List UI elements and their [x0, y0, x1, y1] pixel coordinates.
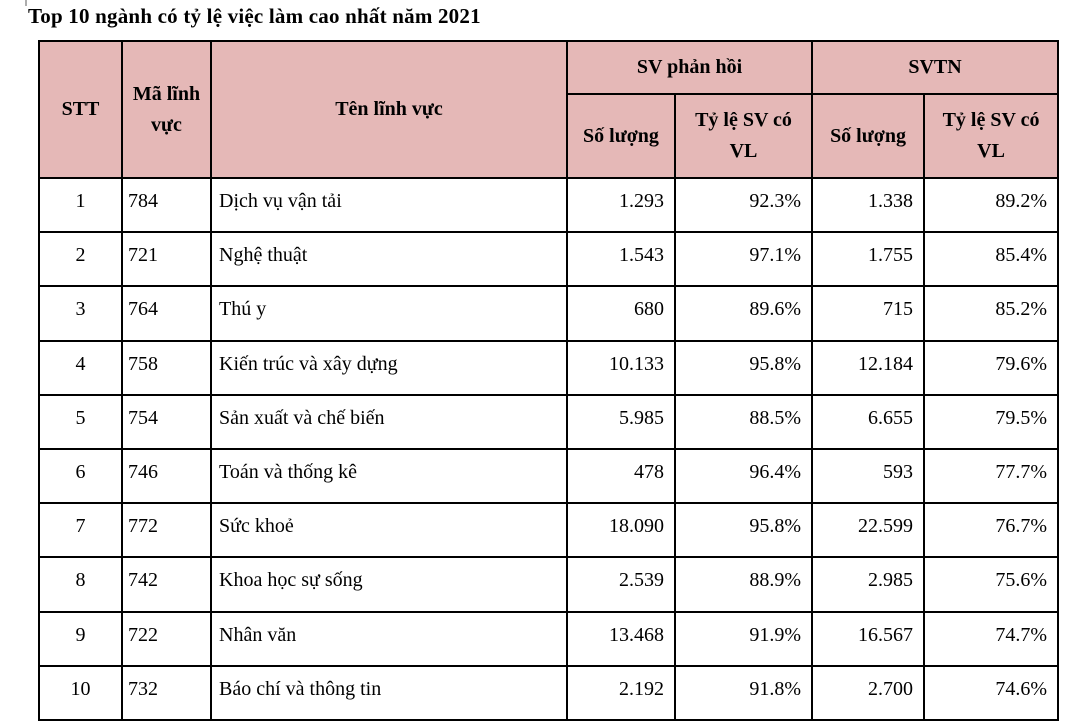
cell-ph-so-luong: 478: [566, 447, 676, 505]
header-ph-ty-le: Tỷ lệ SV có VL: [673, 93, 814, 179]
cell-ph-so-luong: 2.539: [566, 556, 676, 613]
header-ma-linh-vuc: Mã lĩnh vực: [121, 40, 212, 179]
cell-ten-linh-vuc: Nghệ thuật: [210, 231, 568, 288]
cell-ma-linh-vuc: 764: [121, 285, 212, 342]
cell-stt: 3: [38, 285, 123, 342]
cell-ph-so-luong: 13.468: [566, 610, 676, 667]
header-ph-so-luong: Số lượng: [566, 93, 676, 179]
header-svtn: SVTN: [811, 40, 1060, 95]
cell-ma-linh-vuc: 746: [121, 447, 212, 505]
cell-stt: 1: [38, 176, 123, 234]
table-body: 1 784 Dịch vụ vận tải 1.293 92.3% 1.338 …: [38, 176, 1060, 722]
cell-ph-ty-le: 89.6%: [673, 285, 814, 342]
table-row: 6 746 Toán và thống kê 478 96.4% 593 77.…: [38, 447, 1060, 505]
cell-ten-linh-vuc: Thú y: [210, 285, 568, 342]
cell-ten-linh-vuc: Báo chí và thông tin: [210, 664, 568, 722]
cell-tn-so-luong: 12.184: [811, 339, 926, 396]
cell-ph-ty-le: 96.4%: [673, 447, 814, 505]
cell-tn-so-luong: 1.338: [811, 176, 926, 234]
cell-ph-so-luong: 10.133: [566, 339, 676, 396]
cell-tn-ty-le: 89.2%: [923, 176, 1060, 234]
cell-ma-linh-vuc: 758: [121, 339, 212, 396]
header-row-group: STT Mã lĩnh vực Tên lĩnh vực SV phản hồi…: [38, 40, 1060, 179]
cell-stt: 7: [38, 502, 123, 559]
cell-ph-so-luong: 680: [566, 285, 676, 342]
header-sv-phan-hoi: SV phản hồi: [565, 40, 814, 95]
cell-ten-linh-vuc: Toán và thống kê: [210, 447, 568, 505]
cell-stt: 9: [38, 610, 123, 667]
cell-tn-so-luong: 16.567: [811, 610, 926, 667]
cell-tn-so-luong: 22.599: [811, 502, 926, 559]
cell-ma-linh-vuc: 722: [121, 610, 212, 667]
cell-ten-linh-vuc: Dịch vụ vận tải: [210, 176, 568, 234]
cell-ten-linh-vuc: Nhân văn: [210, 610, 568, 667]
cell-stt: 2: [38, 231, 123, 288]
cell-tn-ty-le: 75.6%: [923, 556, 1060, 613]
cell-tn-ty-le: 79.5%: [923, 393, 1060, 450]
table-row: 7 772 Sức khoẻ 18.090 95.8% 22.599 76.7%: [38, 502, 1060, 559]
table-header: STT Mã lĩnh vực Tên lĩnh vực SV phản hồi…: [38, 40, 1060, 179]
table-row: 5 754 Sản xuất và chế biến 5.985 88.5% 6…: [38, 393, 1060, 450]
cell-ma-linh-vuc: 772: [121, 502, 212, 559]
cell-ma-linh-vuc: 784: [121, 176, 212, 234]
cell-tn-ty-le: 74.7%: [923, 610, 1060, 667]
header-stt: STT: [38, 40, 123, 179]
cell-ph-ty-le: 88.9%: [673, 556, 814, 613]
cell-stt: 8: [38, 556, 123, 613]
cell-ph-so-luong: 5.985: [566, 393, 676, 450]
cell-stt: 5: [38, 393, 123, 450]
header-tn-so-luong: Số lượng: [811, 93, 926, 179]
cell-ma-linh-vuc: 742: [121, 556, 212, 613]
cell-ph-so-luong: 1.293: [566, 176, 676, 234]
table-row: 2 721 Nghệ thuật 1.543 97.1% 1.755 85.4%: [38, 231, 1060, 288]
table-row: 4 758 Kiến trúc và xây dựng 10.133 95.8%…: [38, 339, 1060, 396]
cell-stt: 10: [38, 664, 123, 722]
cell-ma-linh-vuc: 754: [121, 393, 212, 450]
cell-ph-ty-le: 92.3%: [673, 176, 814, 234]
cell-tn-so-luong: 715: [811, 285, 926, 342]
cell-ph-so-luong: 1.543: [566, 231, 676, 288]
table-row: 8 742 Khoa học sự sống 2.539 88.9% 2.985…: [38, 556, 1060, 613]
table-row: 9 722 Nhân văn 13.468 91.9% 16.567 74.7%: [38, 610, 1060, 667]
cell-tn-so-luong: 2.985: [811, 556, 926, 613]
page-title: Top 10 ngành có tỷ lệ việc làm cao nhất …: [28, 4, 481, 28]
cell-stt: 6: [38, 447, 123, 505]
cell-ph-so-luong: 2.192: [566, 664, 676, 722]
cursor-artifact: [25, 0, 27, 6]
cell-ma-linh-vuc: 721: [121, 231, 212, 288]
cell-tn-ty-le: 74.6%: [923, 664, 1060, 722]
cell-tn-ty-le: 85.2%: [923, 285, 1060, 342]
cell-ph-ty-le: 91.8%: [673, 664, 814, 722]
cell-tn-ty-le: 85.4%: [923, 231, 1060, 288]
cell-ma-linh-vuc: 732: [121, 664, 212, 722]
cell-ten-linh-vuc: Sản xuất và chế biến: [210, 393, 568, 450]
cell-ph-so-luong: 18.090: [566, 502, 676, 559]
cell-ten-linh-vuc: Khoa học sự sống: [210, 556, 568, 613]
table-row: 1 784 Dịch vụ vận tải 1.293 92.3% 1.338 …: [38, 176, 1060, 234]
cell-ph-ty-le: 91.9%: [673, 610, 814, 667]
header-row-sub: Số lượng Tỷ lệ SV có VL Số lượng Tỷ lệ S…: [39, 93, 1060, 179]
cell-tn-so-luong: 2.700: [811, 664, 926, 722]
cell-tn-so-luong: 6.655: [811, 393, 926, 450]
header-ten-linh-vuc: Tên lĩnh vực: [210, 40, 568, 179]
cell-tn-ty-le: 77.7%: [923, 447, 1060, 505]
cell-ten-linh-vuc: Sức khoẻ: [210, 502, 568, 559]
header-tn-ty-le: Tỷ lệ SV có VL: [923, 93, 1060, 179]
cell-ph-ty-le: 95.8%: [673, 339, 814, 396]
cell-stt: 4: [38, 339, 123, 396]
cell-ph-ty-le: 97.1%: [673, 231, 814, 288]
table-row: 3 764 Thú y 680 89.6% 715 85.2%: [38, 285, 1060, 342]
cell-ph-ty-le: 95.8%: [673, 502, 814, 559]
cell-ph-ty-le: 88.5%: [673, 393, 814, 450]
table-row: 10 732 Báo chí và thông tin 2.192 91.8% …: [38, 664, 1060, 722]
cell-tn-so-luong: 1.755: [811, 231, 926, 288]
cell-tn-so-luong: 593: [811, 447, 926, 505]
cell-ten-linh-vuc: Kiến trúc và xây dựng: [210, 339, 568, 396]
employment-rate-table: STT Mã lĩnh vực Tên lĩnh vực SV phản hồi…: [38, 40, 1060, 722]
cell-tn-ty-le: 79.6%: [923, 339, 1060, 396]
cell-tn-ty-le: 76.7%: [923, 502, 1060, 559]
